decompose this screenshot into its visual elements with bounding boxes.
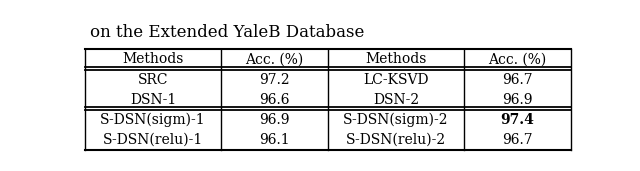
Text: S-DSN(sigm)-2: S-DSN(sigm)-2 [343,112,449,127]
Text: 96.7: 96.7 [502,133,533,147]
Text: 96.9: 96.9 [502,93,533,107]
Text: Methods: Methods [122,52,184,67]
Text: S-DSN(sigm)-1: S-DSN(sigm)-1 [100,112,206,127]
Text: 96.7: 96.7 [502,73,533,87]
Text: Acc. (%): Acc. (%) [245,52,303,67]
Text: SRC: SRC [138,73,168,87]
Text: 96.6: 96.6 [259,93,290,107]
Text: S-DSN(relu)-1: S-DSN(relu)-1 [103,133,203,147]
Text: DSN-2: DSN-2 [373,93,419,107]
Text: 97.4: 97.4 [500,113,534,127]
Text: Methods: Methods [365,52,427,67]
Text: S-DSN(relu)-2: S-DSN(relu)-2 [346,133,446,147]
Text: 97.2: 97.2 [259,73,290,87]
Text: 96.9: 96.9 [259,113,290,127]
Text: LC-KSVD: LC-KSVD [364,73,429,87]
Text: DSN-1: DSN-1 [130,93,176,107]
Text: Acc. (%): Acc. (%) [488,52,547,67]
Text: on the Extended YaleB Database: on the Extended YaleB Database [90,24,364,42]
Text: 96.1: 96.1 [259,133,290,147]
